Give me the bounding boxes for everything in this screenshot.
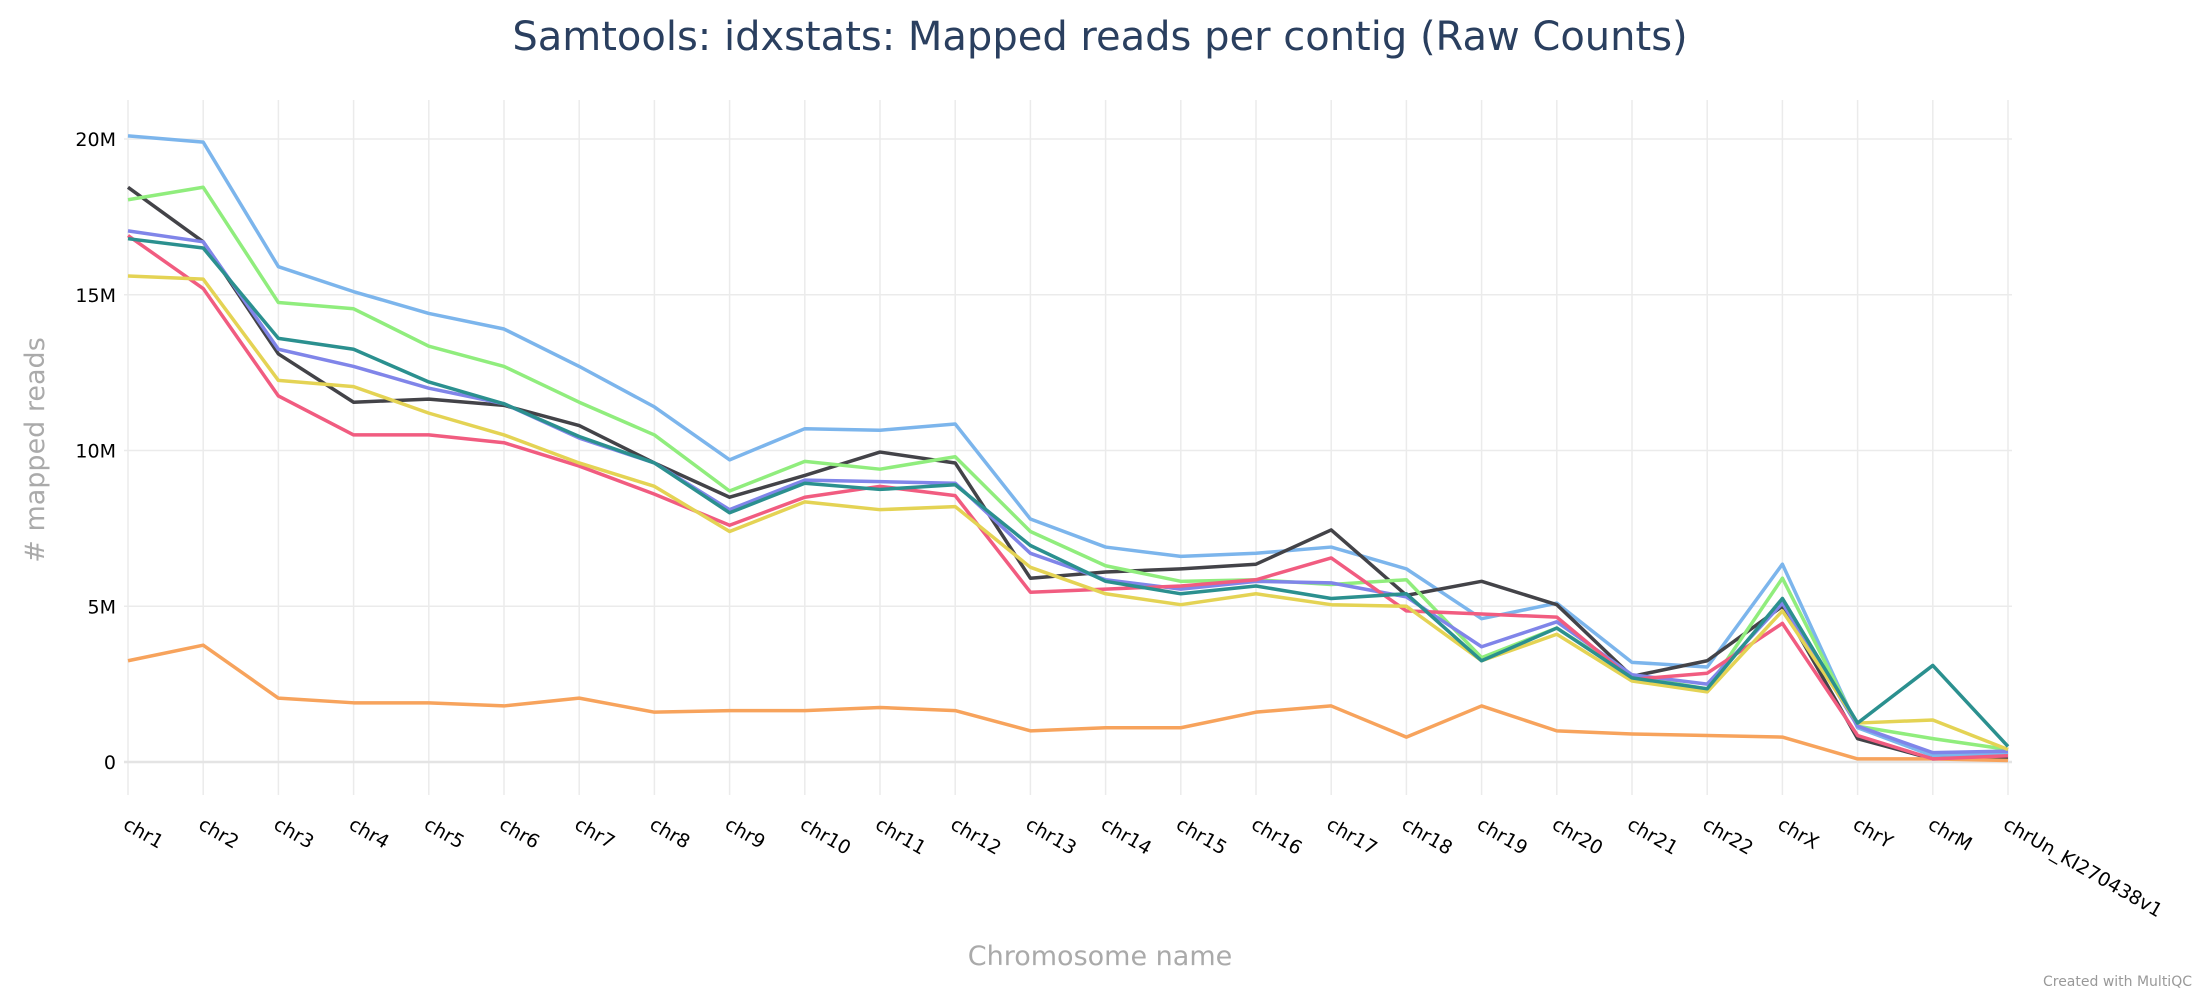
x-tick-label: chr2	[195, 813, 243, 853]
x-tick-label: chrM	[1924, 813, 1975, 855]
y-tick-label: 5M	[88, 596, 116, 618]
x-tick-label: chr6	[496, 813, 544, 853]
y-axis-title: # mapped reads	[20, 337, 51, 563]
x-tick-label: chrX	[1774, 813, 1823, 854]
x-axis-title: Chromosome name	[968, 941, 1232, 972]
x-tick-label: chr10	[796, 813, 854, 859]
x-tick-label: chrUn_KI270438v1	[2000, 813, 2167, 922]
x-tick-label: chr22	[1699, 813, 1757, 859]
x-tick-label: chr20	[1548, 813, 1606, 859]
series-lines	[126, 134, 2010, 763]
series-line-sample-7[interactable]	[127, 274, 2009, 752]
y-tick-label: 10M	[75, 441, 116, 463]
gridlines	[124, 100, 2012, 795]
x-tick-label: chr5	[420, 813, 468, 853]
x-tick-label: chr18	[1398, 813, 1456, 859]
x-tick-label: chr8	[646, 813, 694, 853]
series-line-sample-8[interactable]	[127, 236, 2010, 748]
series-line-sample-4[interactable]	[127, 643, 2009, 763]
series-line-sample-2[interactable]	[126, 185, 2009, 761]
y-axis-ticks: 0 5M 10M 15M 20M	[75, 129, 116, 774]
x-tick-label: chr19	[1473, 813, 1531, 859]
x-tick-label: chr15	[1172, 813, 1230, 859]
x-tick-label: chr11	[872, 813, 930, 859]
x-axis-ticks: chr1 chr2 chr3 chr4 chr5 chr6 chr7 chr8 chr9 chr1…	[120, 813, 2167, 922]
x-tick-label: chr9	[721, 813, 769, 853]
x-tick-label: chr17	[1323, 813, 1381, 859]
x-tick-label: chr12	[947, 813, 1005, 859]
y-tick-label: 15M	[75, 285, 116, 307]
x-tick-label: chr7	[571, 813, 619, 853]
x-tick-label: chr16	[1248, 813, 1306, 859]
x-tick-label: chr4	[345, 813, 393, 853]
x-tick-label: chr3	[270, 813, 318, 853]
x-tick-label: chr21	[1624, 813, 1682, 859]
chart-title: Samtools: idxstats: Mapped reads per con…	[512, 14, 1687, 60]
series-line-sample-1[interactable]	[127, 134, 2009, 758]
series-line-sample-5[interactable]	[127, 229, 2009, 755]
y-tick-label: 20M	[75, 129, 116, 151]
x-tick-label: chr14	[1097, 813, 1155, 859]
x-tick-label: chrY	[1849, 813, 1897, 853]
x-tick-label: chr1	[120, 813, 168, 853]
multiqc-credit[interactable]: Created with MultiQC	[2043, 974, 2192, 990]
y-tick-label: 0	[104, 752, 116, 774]
x-tick-label: chr13	[1022, 813, 1080, 859]
series-line-sample-6[interactable]	[126, 234, 2009, 761]
